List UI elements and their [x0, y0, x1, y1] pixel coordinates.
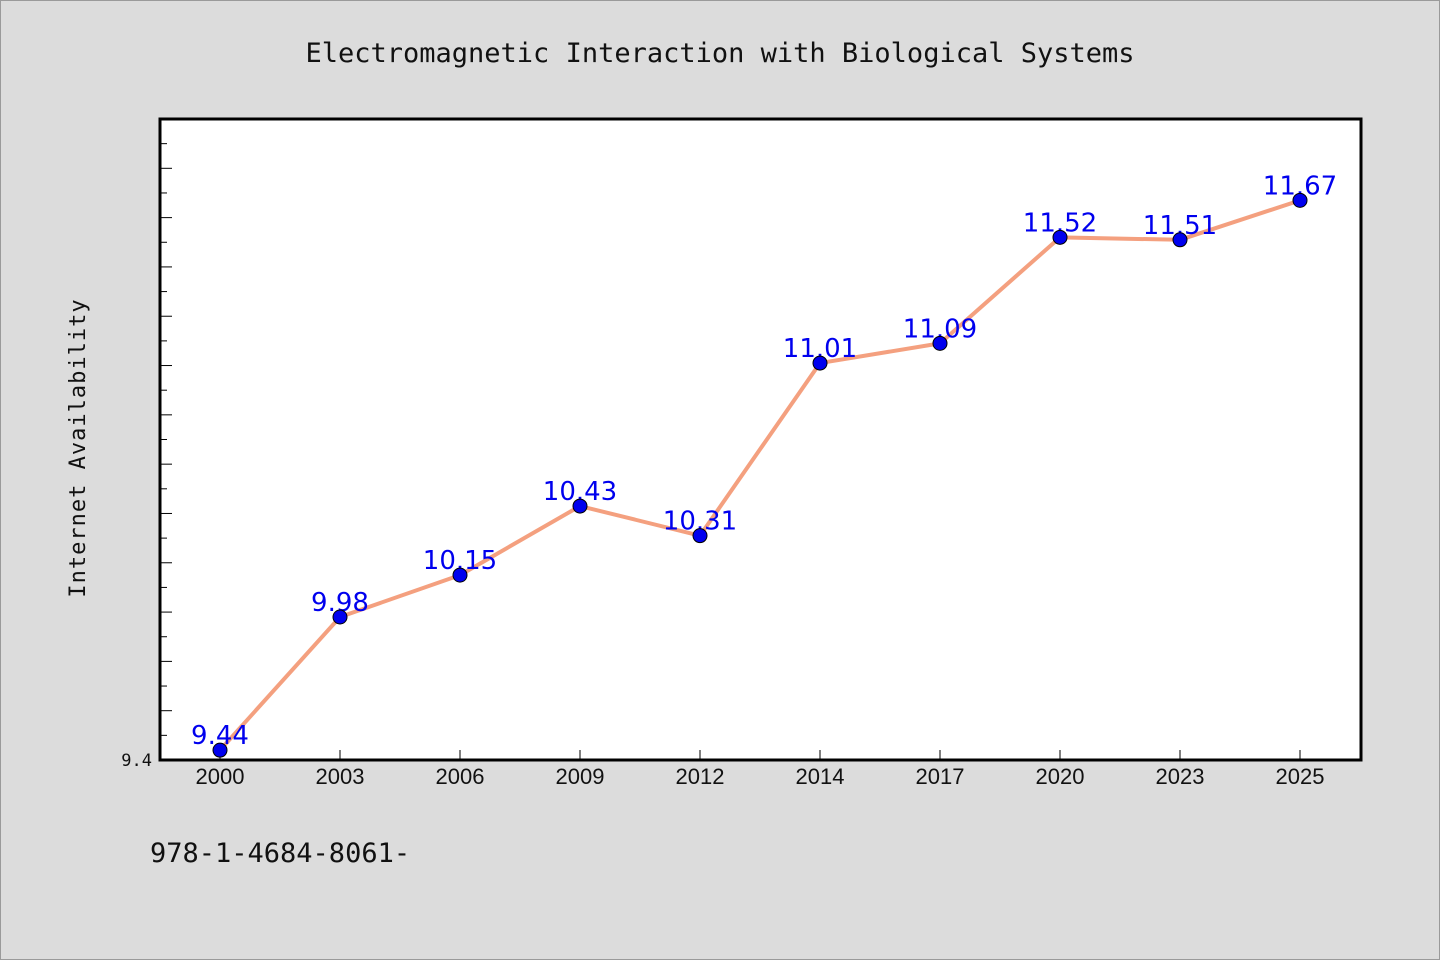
x-axis-ticks: 2000 2003 2006 2009 2012 2014 2017 2020 2023 2025 [196, 750, 1325, 789]
y-axis-label: Internet Availability [66, 298, 91, 597]
x-tick-label: 2012 [676, 764, 725, 789]
x-tick-label: 2023 [1156, 764, 1205, 789]
x-tick-label: 2020 [1036, 764, 1085, 789]
x-tick-label: 2014 [796, 764, 845, 789]
data-point [812, 355, 828, 371]
chart-title: Electromagnetic Interaction with Biologi… [305, 38, 1134, 69]
data-point [212, 742, 228, 758]
y-tick-label: 9.4 [121, 751, 152, 771]
data-point [692, 528, 708, 544]
x-tick-label: 2000 [196, 764, 245, 789]
data-point [1292, 192, 1308, 208]
x-tick-label: 2009 [556, 764, 605, 789]
x-tick-label: 2006 [436, 764, 485, 789]
footer-text: 978-1-4684-8061- [150, 838, 410, 869]
series-line [218, 198, 1301, 752]
plot-area [158, 117, 1363, 762]
data-point [572, 498, 588, 514]
x-tick-label: 2003 [316, 764, 365, 789]
data-point [452, 567, 468, 583]
data-point [332, 609, 348, 625]
data-point [1172, 232, 1188, 248]
x-tick-label: 2025 [1276, 764, 1325, 789]
data-point [1052, 229, 1068, 245]
x-tick-label: 2017 [916, 764, 965, 789]
data-point [932, 335, 948, 351]
y-axis-ticks: 9.4 [121, 143, 172, 771]
